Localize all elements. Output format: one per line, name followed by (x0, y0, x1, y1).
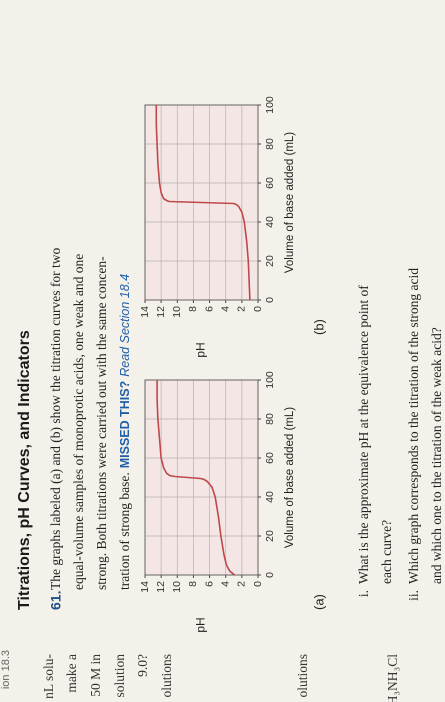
read-section: Read Section 18.4 (118, 274, 132, 377)
y-tick-label: 8 (187, 306, 199, 312)
plot-area (144, 379, 259, 576)
section-title: Titrations, pH Curves, and Indicators (16, 330, 33, 610)
question-number: ii. (406, 590, 421, 601)
y-tick-label: 0 (252, 306, 264, 312)
y-tick-label: 2 (236, 581, 248, 587)
x-tick-label: 0 (264, 297, 276, 303)
x-tick-label: 20 (264, 530, 276, 542)
missed-this: MISSED THIS? (118, 381, 132, 469)
x-tick-label: 100 (264, 96, 276, 114)
rotated-page: ion 18.3 Titrations, pH Curves, and Indic… (0, 96, 444, 702)
problem-line: tration of strong base.MISSED THIS?Read … (117, 274, 132, 590)
problem-line: strong. Both titrations were carried out… (94, 256, 109, 590)
margin-text: H₃NH₃Cl (385, 654, 400, 702)
x-tick-label: 80 (264, 413, 276, 425)
y-tick-label: 10 (171, 306, 183, 318)
question-line: and which one to the titration of the we… (429, 327, 444, 584)
titration-curve (156, 380, 236, 576)
x-tick-label: 100 (264, 371, 276, 389)
problem-line: The graphs labeled (a) and (b) show the … (48, 247, 63, 590)
margin-text: make a (64, 654, 79, 693)
x-tick-label: 60 (264, 452, 276, 464)
margin-text: olutions (295, 654, 310, 698)
margin-text: olutions (159, 654, 174, 698)
y-tick-label: 8 (187, 581, 199, 587)
titration-curve (155, 105, 251, 301)
margin-text: 50 M in (88, 654, 103, 697)
y-tick-label: 10 (171, 581, 183, 593)
plot-frame (144, 379, 259, 576)
x-tick-label: 60 (264, 177, 276, 189)
question-line: What is the approximate pH at the equiva… (356, 285, 371, 584)
x-axis-label: Volume of base added (mL) (284, 407, 296, 548)
question-number: i. (356, 590, 371, 597)
y-tick-label: 14 (139, 581, 151, 593)
x-tick-label: 0 (264, 572, 276, 578)
x-tick-label: 40 (264, 216, 276, 228)
panel-label: (b) (311, 319, 326, 335)
y-tick-label: 14 (139, 306, 151, 318)
x-tick-label: 40 (264, 491, 276, 503)
panel-label: (a) (311, 594, 326, 610)
y-tick-label: 4 (219, 306, 231, 312)
problem-line: equal-volume samples of monoprotic acids… (71, 254, 86, 590)
question-line: Which graph corresponds to the titration… (406, 268, 421, 584)
x-axis-label: Volume of base added (mL) (284, 132, 296, 273)
y-tick-label: 6 (203, 581, 215, 587)
y-tick-label: 2 (236, 306, 248, 312)
y-tick-label: 4 (219, 581, 231, 587)
y-axis-label: pH (194, 342, 208, 357)
x-tick-label: 20 (264, 255, 276, 267)
y-tick-label: 6 (203, 306, 215, 312)
section-label: ion 18.3 (0, 650, 12, 689)
question-line: each curve? (379, 520, 394, 584)
y-axis-label: pH (194, 617, 208, 632)
y-tick-label: 12 (155, 581, 167, 593)
y-tick-label: 0 (252, 581, 264, 587)
margin-text: solution (112, 654, 127, 698)
plot-frame (144, 104, 259, 301)
problem-number: 61. (48, 591, 64, 610)
margin-text: 9.0? (135, 654, 150, 677)
margin-text: nL solu- (41, 654, 56, 699)
y-tick-label: 12 (155, 306, 167, 318)
x-tick-label: 80 (264, 138, 276, 150)
